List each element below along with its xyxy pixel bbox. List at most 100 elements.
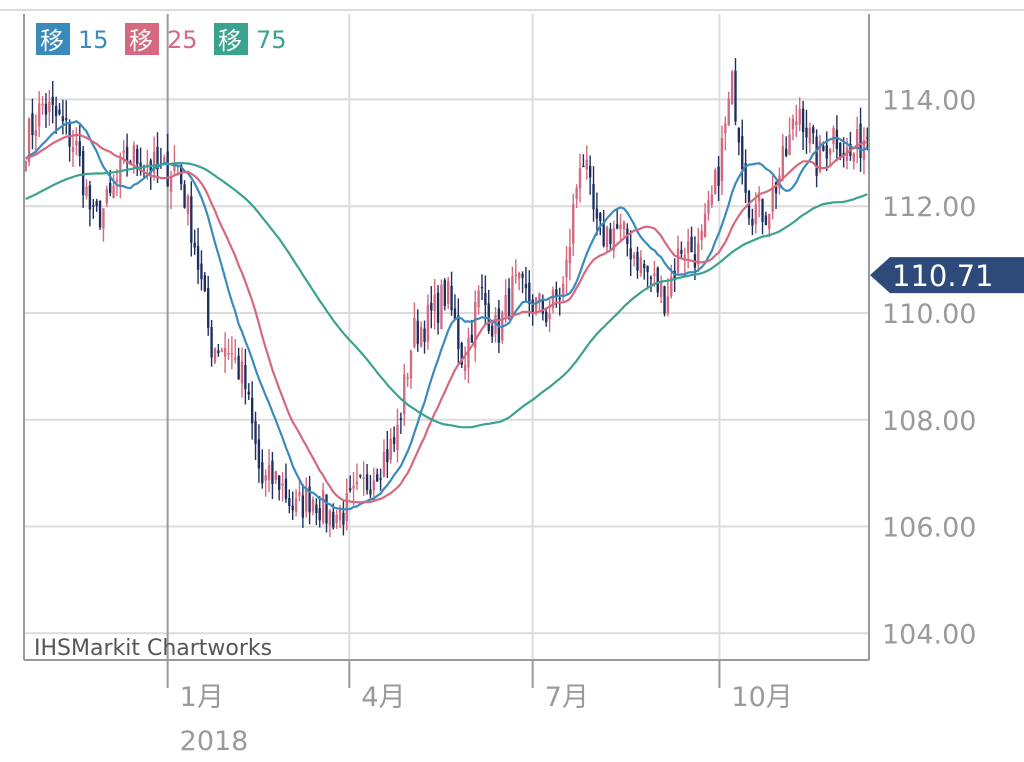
candle-body — [477, 290, 480, 308]
candle-body — [122, 150, 125, 153]
candle-body — [48, 101, 51, 113]
candle-body — [565, 259, 568, 278]
candle-body — [223, 347, 227, 357]
candle-body — [697, 243, 700, 265]
candle-body — [812, 127, 815, 134]
candle-body — [413, 318, 416, 347]
candle-body — [531, 299, 534, 313]
candle-body — [768, 214, 771, 229]
candle-body — [325, 494, 328, 524]
candle-body — [524, 284, 528, 288]
candle-body — [561, 283, 565, 295]
candle-body — [504, 294, 507, 317]
candle-body — [751, 218, 754, 226]
candle-body — [714, 170, 717, 195]
candle-body — [555, 289, 558, 297]
candle-body — [301, 495, 305, 518]
candle-body — [727, 98, 730, 126]
candle-body — [125, 146, 129, 163]
candle-body — [541, 298, 545, 314]
candle-body — [754, 204, 757, 225]
candle-body — [828, 148, 832, 155]
ma-15-line — [24, 119, 868, 511]
candle-body — [666, 296, 670, 314]
candle-body — [274, 471, 277, 480]
moving-averages — [24, 119, 868, 511]
candle-body — [193, 242, 196, 248]
candle-body — [595, 208, 599, 219]
candle-body — [457, 315, 460, 350]
candle-body — [372, 480, 376, 491]
candle-body — [247, 391, 250, 395]
candle-body — [474, 301, 477, 348]
candle-body — [308, 486, 311, 513]
candle-body — [217, 350, 220, 354]
candle-body — [284, 478, 288, 499]
candle-body — [636, 252, 639, 271]
legend-swatch — [36, 23, 70, 55]
candle-body — [686, 241, 690, 254]
candle-body — [98, 200, 102, 228]
candle-body — [379, 478, 382, 480]
ma-25-line — [25, 133, 868, 504]
candle-body — [551, 289, 555, 309]
candle-body — [250, 397, 254, 424]
candle-body — [680, 249, 683, 254]
candle-body — [730, 71, 734, 105]
candle-body — [396, 424, 399, 451]
candle-body — [152, 151, 156, 173]
candle-body — [321, 490, 325, 523]
candle-body — [88, 185, 92, 210]
candle-body — [267, 464, 271, 480]
candle-body — [791, 119, 795, 130]
candle-body — [291, 505, 294, 511]
candle-body — [433, 294, 436, 312]
candle-body — [342, 512, 345, 525]
candle-body — [443, 280, 446, 306]
candle-body — [801, 108, 805, 133]
candle-body — [234, 357, 237, 360]
x-tick-label: 7月 — [545, 682, 589, 713]
candle-body — [842, 152, 845, 156]
candle-body — [65, 118, 68, 120]
candle-body — [575, 187, 578, 200]
candle-body — [348, 488, 352, 491]
candle-body — [774, 182, 778, 194]
legend-swatch — [125, 23, 159, 55]
x-tick-label: 1月 — [180, 682, 224, 713]
candle-body — [578, 168, 582, 189]
candle-body — [859, 123, 862, 159]
candle-body — [345, 493, 348, 522]
candle-body — [369, 489, 372, 495]
candle-body — [244, 364, 247, 390]
candle-body — [173, 162, 176, 171]
y-tick-label: 112.00 — [882, 192, 976, 223]
legend-badge: 移 — [129, 27, 153, 55]
candle-body — [514, 274, 517, 277]
candlesticks — [24, 58, 869, 538]
candle-body — [572, 204, 575, 244]
candle-body — [335, 514, 338, 524]
candle-body — [764, 215, 768, 226]
candle-body — [785, 148, 788, 156]
candle-body — [741, 136, 744, 170]
legend-swatch — [214, 23, 248, 55]
candle-body — [676, 248, 680, 273]
candle-body — [311, 499, 315, 512]
candle-body — [761, 199, 764, 222]
legend-label: 25 — [167, 26, 198, 54]
candle-body — [386, 449, 389, 463]
candle-body — [825, 145, 828, 159]
ma-75-line — [25, 161, 868, 429]
candle-body — [163, 157, 166, 163]
candle-body — [61, 116, 65, 122]
y-tick-label: 114.00 — [882, 85, 976, 116]
candle-body — [602, 222, 605, 246]
x-tick-label: 4月 — [361, 682, 405, 713]
candle-body — [196, 246, 200, 270]
candle-body — [470, 334, 474, 343]
candle-body — [109, 182, 112, 193]
candle-body — [734, 70, 737, 122]
y-tick-label: 104.00 — [882, 619, 976, 650]
candle-body — [426, 304, 430, 342]
